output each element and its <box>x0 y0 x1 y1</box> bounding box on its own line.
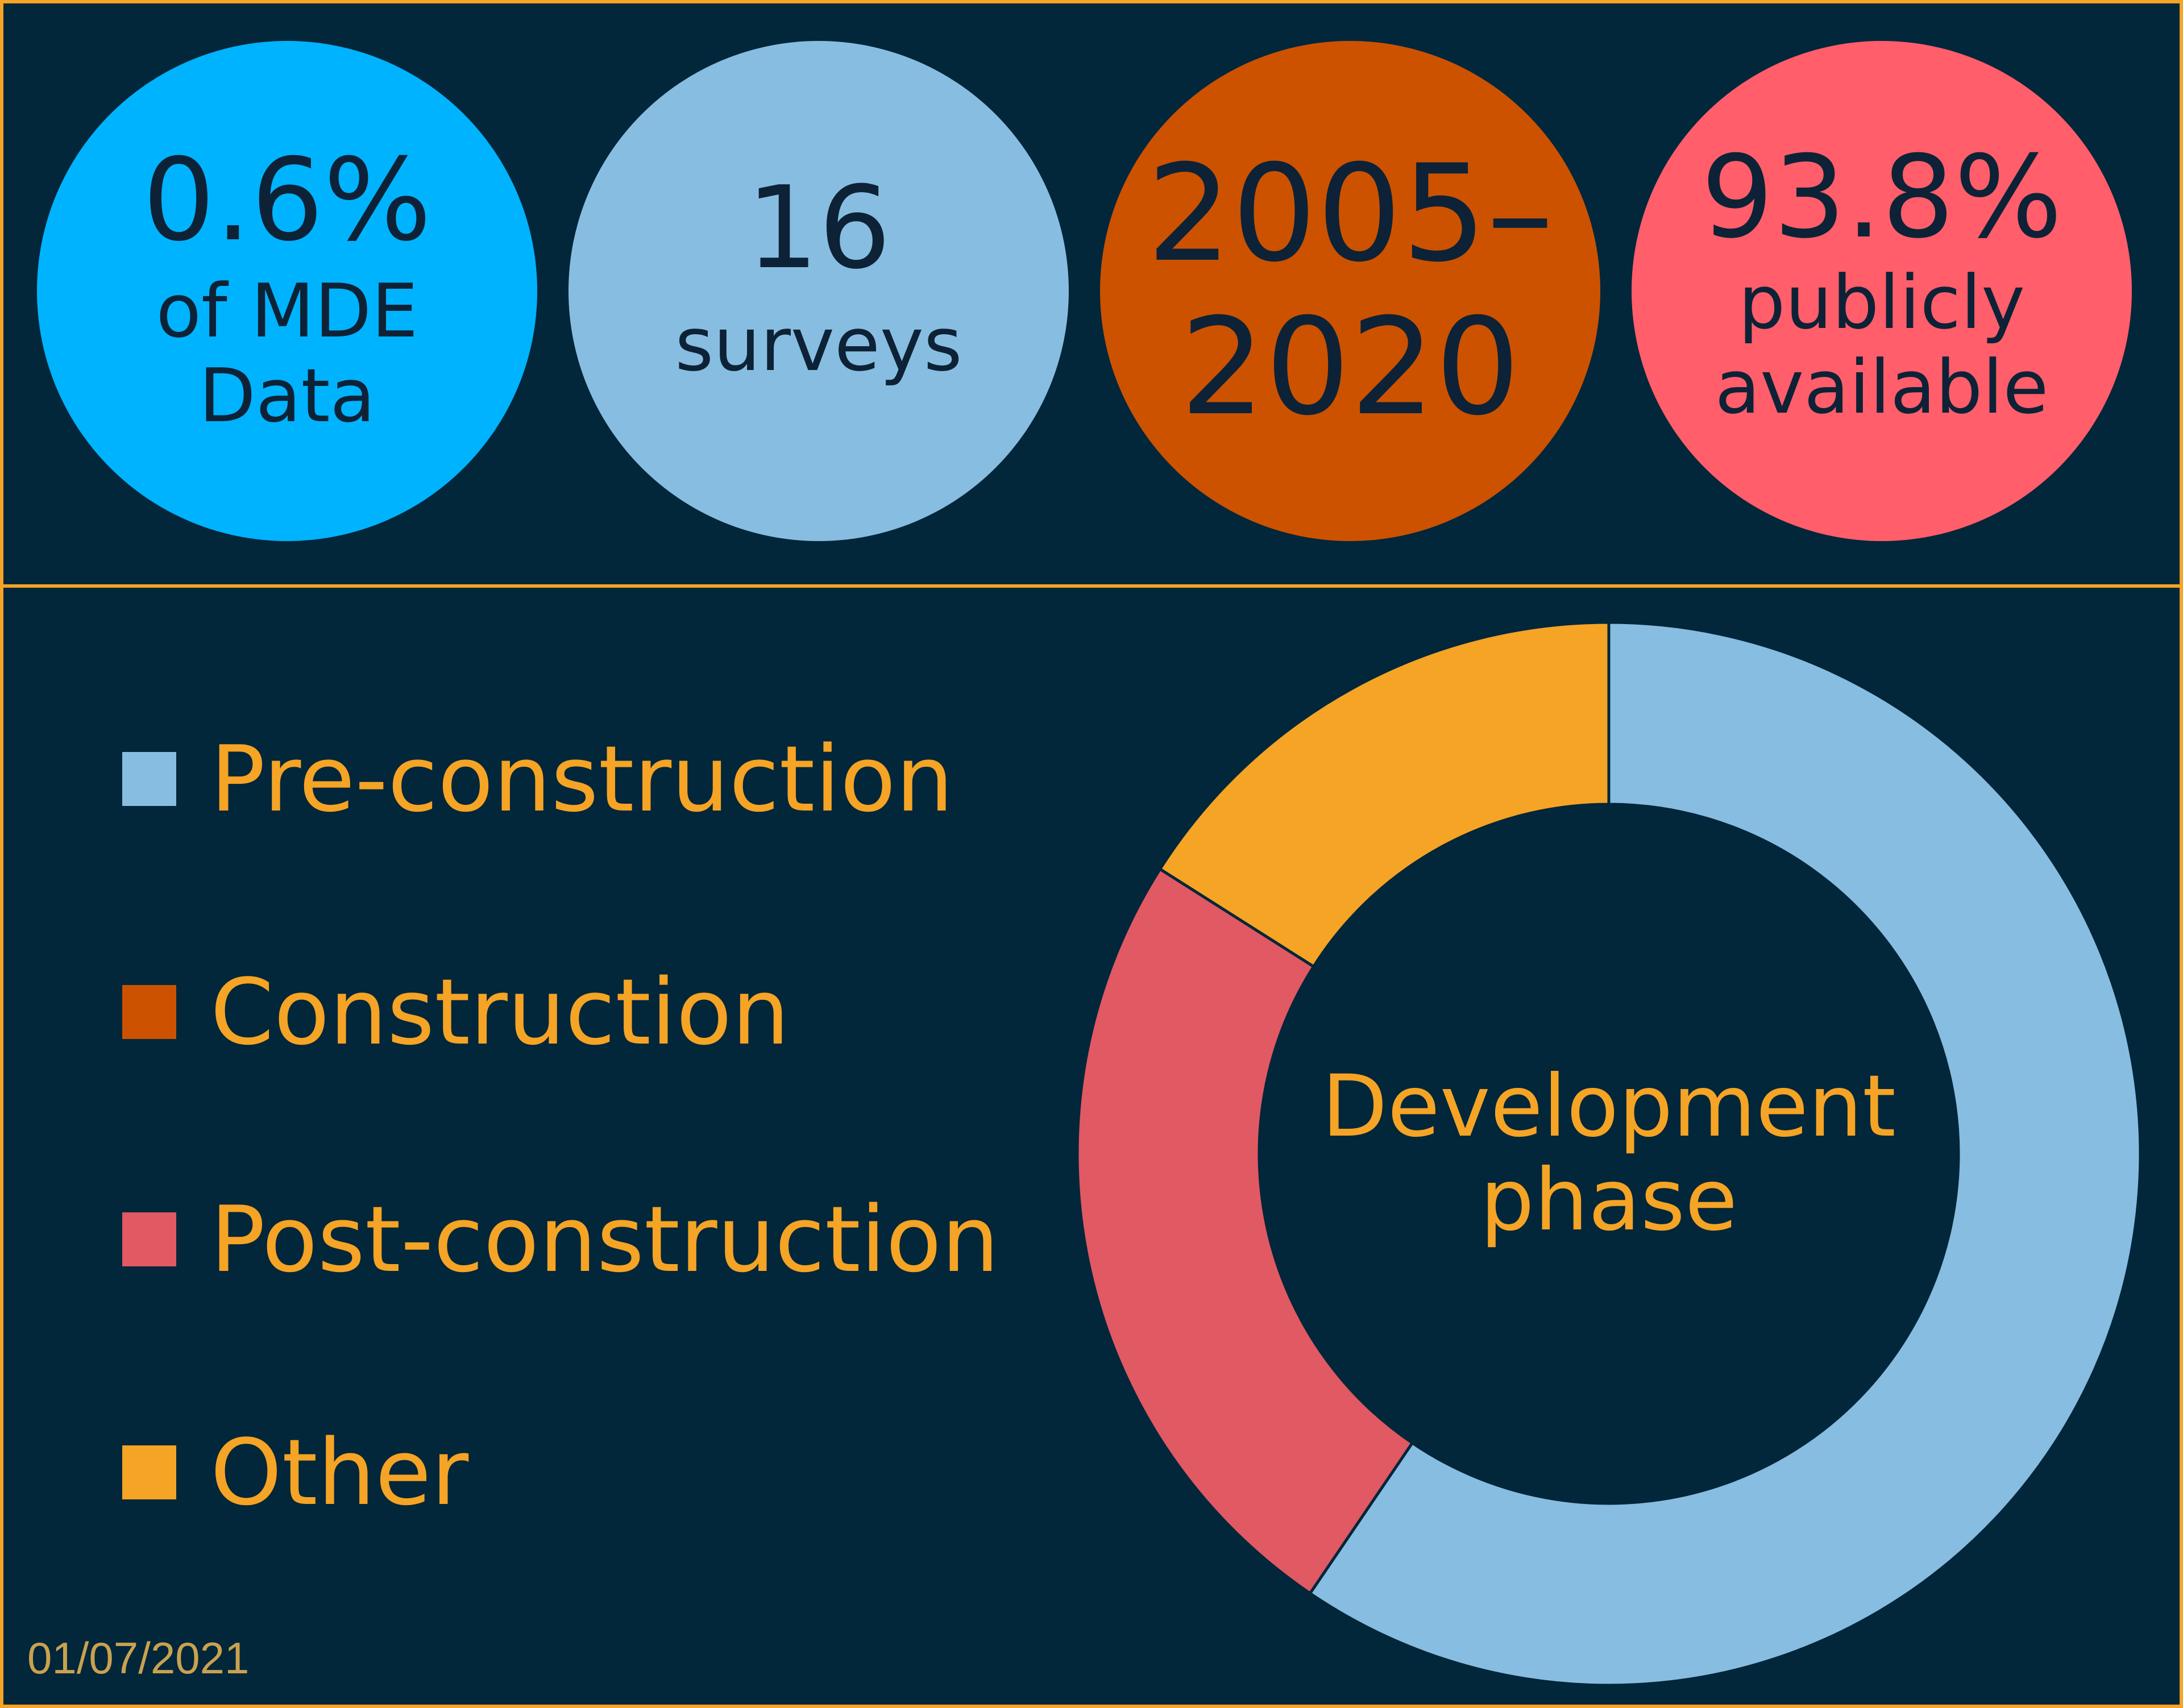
slice-post-construction <box>1076 867 1414 1595</box>
stat-surveys: 16 surveys <box>568 41 1069 541</box>
stat-publicly-available: 93.8% publicly available <box>1632 41 2132 541</box>
legend-swatch <box>122 1445 176 1499</box>
legend-label: Post-construction <box>210 1186 999 1293</box>
stat-value: 2005– 2020 <box>1147 136 1554 445</box>
stat-mde-data: 0.6% of MDE Data <box>37 41 537 541</box>
slice-pre-construction <box>1308 621 2142 1687</box>
stat-years: 2005– 2020 <box>1100 41 1600 541</box>
legend-item-other: Other <box>122 1419 1089 1526</box>
slice-other <box>1158 621 1611 969</box>
legend-swatch <box>122 1212 176 1266</box>
legend-label: Other <box>210 1419 469 1526</box>
stat-value: 16 <box>746 162 891 295</box>
legend-item-pre-construction: Pre-construction <box>122 725 1089 832</box>
legend-swatch <box>122 751 176 806</box>
donut-chart: Development phase <box>1076 621 2142 1687</box>
legend-label: Construction <box>210 958 790 1065</box>
date-stamp: 01/07/2021 <box>27 1633 250 1683</box>
stat-label-line1: publicly <box>1738 259 2026 346</box>
stat-value-line: 2020 <box>1180 290 1521 445</box>
stat-label-line1: of MDE <box>156 267 418 354</box>
stat-value-line: 2005– <box>1147 136 1554 292</box>
stat-label-line2: Data <box>198 352 376 439</box>
donut-slices <box>1076 621 2142 1687</box>
legend-label: Pre-construction <box>210 725 954 832</box>
chart-center-label-line1: Development <box>1322 1057 1896 1156</box>
stat-value: 0.6% <box>142 134 432 267</box>
legend-item-post-construction: Post-construction <box>122 1186 1089 1293</box>
stat-label-line2: available <box>1715 344 2049 430</box>
chart-center-label-line2: phase <box>1480 1151 1738 1250</box>
legend-swatch <box>122 984 176 1039</box>
stat-label-line1: surveys <box>675 301 962 388</box>
stat-value: 93.8% <box>1701 131 2062 264</box>
legend-item-construction: Construction <box>122 958 1089 1065</box>
